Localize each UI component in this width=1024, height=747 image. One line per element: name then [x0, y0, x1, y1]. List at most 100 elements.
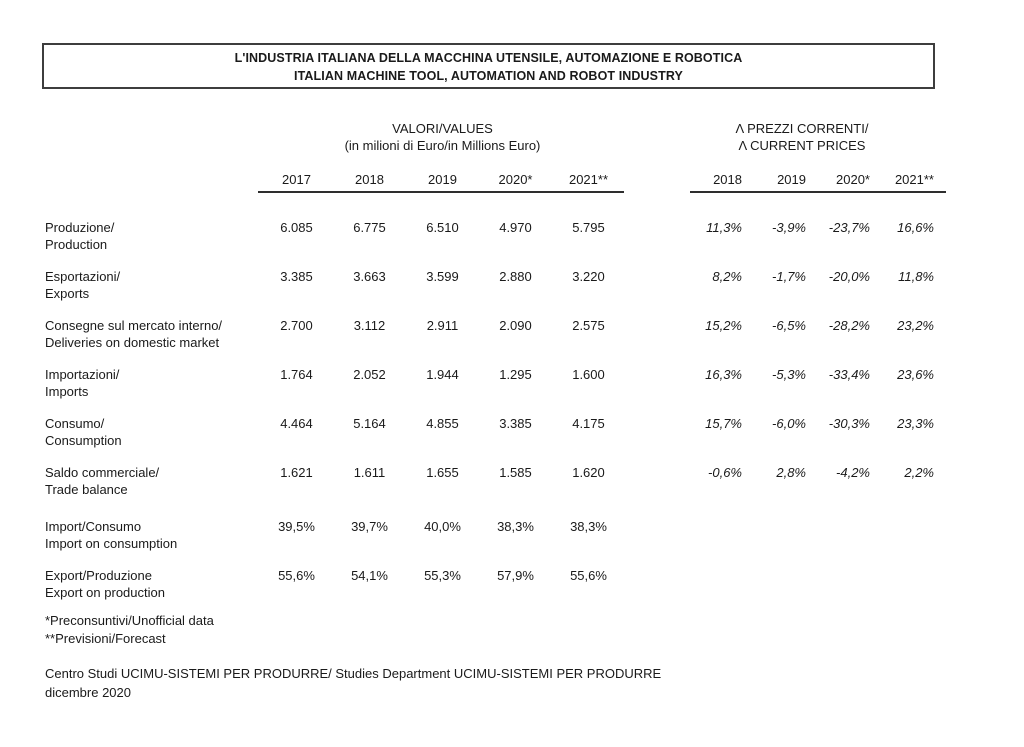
year-header: 2018 — [713, 172, 742, 187]
value-cell: 1.944 — [426, 367, 459, 382]
title-line-italian: L'INDUSTRIA ITALIANA DELLA MACCHINA UTEN… — [234, 51, 743, 65]
value-cell: 1.655 — [426, 465, 459, 480]
row-label-it: Esportazioni/ — [45, 269, 121, 284]
table-row-saldo-commerciale: Saldo commerciale/ Trade balance 1.621 1… — [45, 464, 946, 498]
document-footer: Centro Studi UCIMU-SISTEMI PER PRODURRE/… — [45, 664, 661, 702]
value-year-headers: 2017 2018 2019 2020* 2021** — [260, 172, 625, 187]
change-cell: -30,3% — [828, 416, 870, 431]
value-cell: 2.911 — [426, 318, 459, 333]
footnotes: *Preconsuntivi/Unofficial data **Previsi… — [45, 612, 214, 648]
year-header: 2020* — [498, 172, 533, 187]
value-cell: 2.052 — [353, 367, 386, 382]
value-cell: 40,0% — [424, 519, 461, 534]
values-group-header: VALORI/VALUES (in milioni di Euro/in Mil… — [260, 120, 625, 154]
value-cell: 3.663 — [353, 269, 386, 284]
table-row-consumo: Consumo/ Consumption 4.464 5.164 4.855 3… — [45, 415, 946, 449]
change-cell: 23,6% — [897, 367, 934, 382]
table-row-importazioni: Importazioni/ Imports 1.764 2.052 1.944 … — [45, 366, 946, 400]
table-row-esportazioni: Esportazioni/ Exports 3.385 3.663 3.599 … — [45, 268, 946, 302]
row-label-it: Consegne sul mercato interno/ — [45, 318, 223, 333]
row-label-en: Deliveries on domestic market — [45, 335, 220, 350]
value-cell: 39,7% — [351, 519, 388, 534]
change-cell: 2,2% — [904, 465, 934, 480]
value-cell: 55,6% — [278, 568, 315, 583]
change-cell: -5,3% — [772, 367, 806, 382]
value-cell: 1.585 — [499, 465, 532, 480]
change-cell: -6,5% — [772, 318, 806, 333]
value-cell: 38,3% — [570, 519, 607, 534]
row-label-en: Consumption — [45, 433, 122, 448]
change-cell: -0,6% — [708, 465, 742, 480]
value-cell: 54,1% — [351, 568, 388, 583]
value-cell: 1.295 — [499, 367, 532, 382]
change-cell: 2,8% — [776, 465, 806, 480]
year-header: 2018 — [355, 172, 384, 187]
change-cell: -20,0% — [828, 269, 870, 284]
value-cell: 6.775 — [353, 220, 386, 235]
prices-header-line1: Λ PREZZI CORRENTI/ — [735, 121, 869, 136]
row-label-it: Consumo/ — [45, 416, 105, 431]
row-label-en: Import on consumption — [45, 536, 178, 551]
row-label-it: Export/Produzione — [45, 568, 152, 583]
row-label-en: Production — [45, 237, 108, 252]
value-cell: 2.880 — [499, 269, 532, 284]
change-cell: 15,2% — [705, 318, 742, 333]
value-cell: 57,9% — [497, 568, 534, 583]
row-label-en: Export on production — [45, 585, 165, 600]
footer-date: dicembre 2020 — [45, 685, 131, 700]
value-cell: 3.599 — [426, 269, 459, 284]
value-cell: 4.175 — [572, 416, 605, 431]
change-cell: -6,0% — [772, 416, 806, 431]
row-label-en: Exports — [45, 286, 90, 301]
table-row-export-produzione: Export/Produzione Export on production 5… — [45, 567, 946, 601]
change-cell: 11,8% — [898, 269, 934, 284]
change-cell: -23,7% — [828, 220, 870, 235]
table-row-produzione: Produzione/ Production 6.085 6.775 6.510… — [45, 219, 946, 253]
row-label-en: Trade balance — [45, 482, 128, 497]
value-cell: 2.575 — [572, 318, 605, 333]
value-cell: 4.464 — [280, 416, 313, 431]
change-cell: 16,6% — [897, 220, 934, 235]
current-prices-group-header: Λ PREZZI CORRENTI/ Λ CURRENT PRICES — [662, 120, 942, 154]
values-header-line1: VALORI/VALUES — [392, 121, 493, 136]
price-change-year-headers: 2018 2019 2020* 2021** — [690, 172, 946, 187]
value-cell: 4.855 — [426, 416, 459, 431]
year-header: 2020* — [836, 172, 870, 187]
footnote-forecast: **Previsioni/Forecast — [45, 631, 166, 646]
change-cell: -28,2% — [828, 318, 870, 333]
value-cell: 3.385 — [280, 269, 313, 284]
change-cell: 23,3% — [897, 416, 934, 431]
year-header: 2017 — [282, 172, 311, 187]
table-row-import-consumo: Import/Consumo Import on consumption 39,… — [45, 518, 946, 552]
values-header-line2: (in milioni di Euro/in Millions Euro) — [344, 138, 541, 153]
value-cell: 2.090 — [499, 318, 532, 333]
year-header: 2021** — [568, 172, 609, 187]
table-body: Produzione/ Production 6.085 6.775 6.510… — [45, 219, 946, 616]
change-cell: -33,4% — [828, 367, 870, 382]
change-cell: 16,3% — [705, 367, 742, 382]
year-header: 2019 — [428, 172, 457, 187]
change-cell: -4,2% — [836, 465, 870, 480]
value-cell: 38,3% — [497, 519, 534, 534]
value-cell: 6.510 — [426, 220, 459, 235]
row-label-en: Imports — [45, 384, 89, 399]
year-header: 2019 — [777, 172, 806, 187]
table-row-consegne: Consegne sul mercato interno/ Deliveries… — [45, 317, 946, 351]
row-label-it: Importazioni/ — [45, 367, 120, 382]
values-header-rule — [258, 191, 624, 193]
value-cell: 1.600 — [572, 367, 605, 382]
value-cell: 2.700 — [280, 318, 313, 333]
value-cell: 3.112 — [353, 318, 386, 333]
change-cell: -1,7% — [772, 269, 806, 284]
document-title-box: L'INDUSTRIA ITALIANA DELLA MACCHINA UTEN… — [42, 43, 935, 89]
value-cell: 3.220 — [572, 269, 605, 284]
row-label-it: Saldo commerciale/ — [45, 465, 160, 480]
prices-header-rule — [690, 191, 946, 193]
title-line-english: ITALIAN MACHINE TOOL, AUTOMATION AND ROB… — [294, 69, 683, 83]
value-cell: 39,5% — [278, 519, 315, 534]
value-cell: 5.164 — [353, 416, 386, 431]
prices-header-line2: Λ CURRENT PRICES — [738, 138, 866, 153]
value-cell: 1.611 — [353, 465, 386, 480]
footer-source: Centro Studi UCIMU-SISTEMI PER PRODURRE/… — [45, 666, 662, 681]
